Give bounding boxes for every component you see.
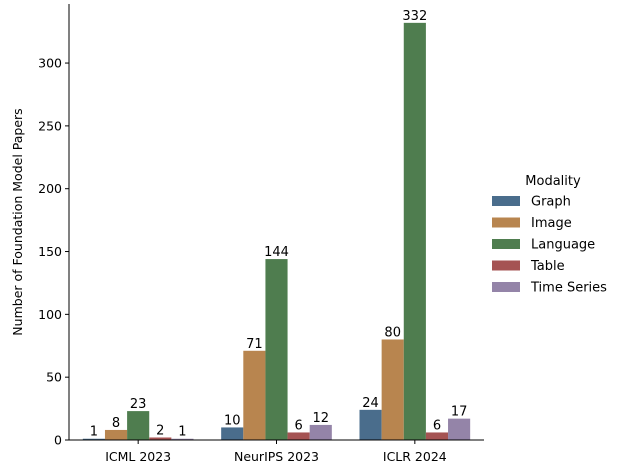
bars-group [82,22,471,441]
x-axis: ICML 2023 NeurIPS 2023 ICLR 2024 [69,439,484,464]
legend: Modality Graph Image Language Table Time Seri… [492,174,607,296]
data-label: 144 [264,245,289,260]
data-label: 12 [312,411,329,426]
legend-label-graph: Graph [531,195,571,210]
x-tick-label: ICLR 2024 [383,449,447,464]
x-tick-label: NeurIPS 2023 [234,449,319,464]
legend-label-table: Table [530,259,565,274]
data-label: 332 [402,9,427,24]
bar-time-series-iclr-2024 [448,418,471,440]
bar-language-icml-2023 [127,411,150,440]
y-tick-label: 100 [38,307,62,322]
legend-swatch-image [492,217,520,228]
y-axis-label: Number of Foundation Model Papers [10,108,25,335]
data-label: 6 [433,418,441,433]
data-label: 17 [451,405,468,420]
legend-label-time-series: Time Series [530,281,607,296]
data-label: 10 [224,413,241,428]
data-label: 2 [156,423,164,438]
data-label: 1 [90,425,98,440]
data-label: 23 [130,397,147,412]
bar-language-neurips-2023 [265,259,288,440]
legend-swatch-language [492,239,520,249]
data-label: 1 [178,425,186,440]
legend-title: Modality [525,174,581,189]
y-tick-label: 0 [54,433,62,448]
y-tick-label: 250 [38,118,62,133]
y-tick-label: 50 [46,370,62,385]
legend-swatch-table [492,260,520,271]
legend-swatch-graph [492,196,520,206]
bar-time-series-icml-2023 [171,438,194,440]
x-tick-label: ICML 2023 [105,449,171,464]
y-tick-label: 150 [38,244,62,259]
bar-image-neurips-2023 [243,350,266,440]
bar-image-icml-2023 [104,429,128,440]
bar-graph-neurips-2023 [221,427,244,440]
legend-label-image: Image [531,216,572,231]
data-label: 71 [246,337,263,352]
data-label: 8 [112,416,120,431]
bar-image-iclr-2024 [381,339,404,440]
legend-label-language: Language [531,238,595,253]
y-tick-label: 300 [38,56,62,71]
data-label: 24 [362,396,379,411]
data-label: 80 [384,325,401,340]
data-label: 6 [294,418,302,433]
bar-graph-iclr-2024 [359,409,382,440]
bar-table-neurips-2023 [287,432,310,440]
bar-language-iclr-2024 [403,22,426,441]
bar-table-iclr-2024 [425,432,449,440]
bar-table-icml-2023 [149,437,172,440]
bar-graph-icml-2023 [82,438,105,440]
y-tick-label: 200 [38,181,62,196]
y-axis: 0 50 100 150 200 250 300 [38,4,70,448]
legend-swatch-time-series [492,282,520,292]
bar-time-series-neurips-2023 [309,424,332,440]
